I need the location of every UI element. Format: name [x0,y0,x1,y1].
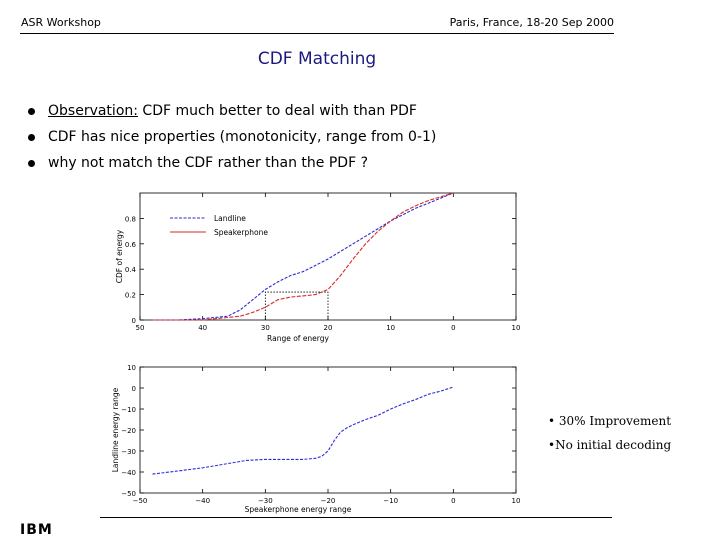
bullet-dot [28,134,35,141]
x-tick-label: 10 [512,497,521,505]
slide-title: CDF Matching [257,49,377,69]
bullet-item: why not match the CDF rather than the PD… [28,150,436,176]
y-tick-label: 0 [132,385,136,393]
x-tick-label: 0 [451,497,455,505]
y-tick-label: 10 [127,364,136,372]
bullet-text: CDF much better to deal with than PDF [137,103,417,119]
mapping-chart: −50 −40 −30 −20 −10 0 10 10 0 −10 −20 −30 −40 −50 Spea… [111,364,521,514]
x-tick-label: −40 [195,497,210,505]
x-tick-label: −10 [383,497,398,505]
legend-label-landline: Landline [214,214,246,223]
series-line-speakerphone [152,192,454,321]
x-tick-label: 30 [261,324,270,332]
x-tick-label: 0 [451,324,455,332]
y-tick-label: 0.6 [125,241,137,249]
series-line-landline [152,192,454,321]
bullet-item: CDF has nice properties (monotonicity, r… [28,124,436,150]
ibm-logo: IBM [20,522,53,538]
y-tick-label: −30 [121,448,136,456]
x-tick-label: 50 [136,324,145,332]
x-tick-label: −20 [321,497,336,505]
x-tick-label: 10 [512,324,521,332]
matching-guide [264,291,329,320]
y-tick-label: 0.2 [125,292,136,300]
bullet-list: Observation: CDF much better to deal wit… [28,98,436,176]
header-rule [20,33,614,34]
bullet-text: CDF has nice properties (monotonicity, r… [48,129,437,145]
footer-rule [100,517,612,518]
y-axis-label: Landline energy range [111,387,120,472]
header-left: ASR Workshop [21,16,101,29]
x-tick-label: 40 [198,324,207,332]
bullet-dot [28,160,35,167]
note-decoding: •No initial decoding [548,438,672,452]
x-tick-label: −30 [258,497,273,505]
y-tick-label: −40 [121,469,136,477]
y-tick-label: 0.8 [125,215,136,223]
y-tick-label: −20 [121,427,136,435]
x-tick-label: −50 [133,497,148,505]
y-tick-label: −10 [121,406,136,414]
x-axis-label: Speakerphone energy range [245,505,352,514]
x-tick-label: 20 [324,324,333,332]
y-tick-label: 0.4 [125,266,137,274]
bullet-dot [28,108,35,115]
bullet-lead: Observation: [48,103,138,119]
bullet-item: Observation: CDF much better to deal wit… [28,98,436,124]
legend-label-speakerphone: Speakerphone [214,228,268,237]
y-tick-label: −50 [121,490,136,498]
header-right: Paris, France, 18-20 Sep 2000 [449,16,614,29]
cdf-chart: 50 40 30 20 10 0 10 0 0.2 0.4 0.6 0.8 Range of energ… [115,192,521,343]
plot-frame [139,366,517,494]
y-axis-label: CDF of energy [115,229,124,283]
mapping-curve [152,386,454,475]
x-tick-label: 10 [386,324,395,332]
note-improvement: • 30% Improvement [548,414,672,428]
x-axis-label: Range of energy [267,334,329,343]
bullet-text: why not match the CDF rather than the PD… [48,155,369,171]
y-tick-label: 0 [132,317,136,325]
